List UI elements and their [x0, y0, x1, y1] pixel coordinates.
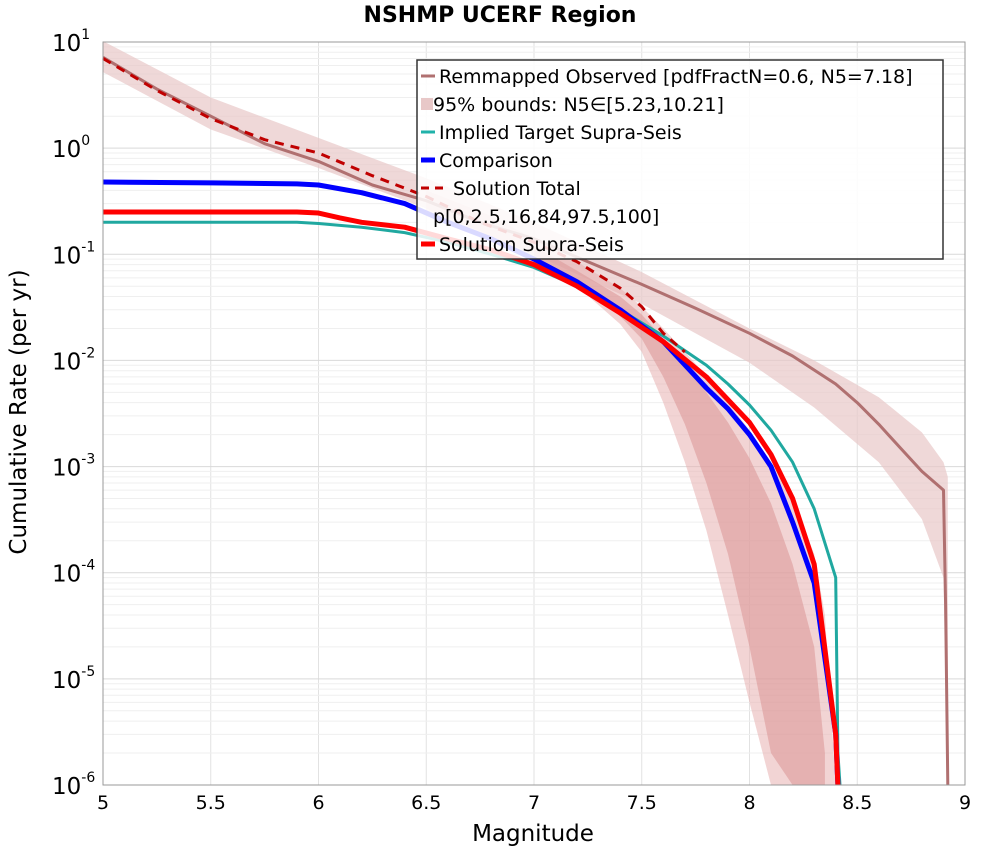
chart-title: NSHMP UCERF Region	[364, 3, 637, 28]
legend: Remmapped Observed [pdfFractN=0.6, N5=7.…	[416, 59, 944, 260]
x-tick-label: 9	[959, 792, 971, 814]
y-tick-label: 10-6	[52, 770, 95, 800]
y-tick-label: 10-3	[52, 452, 95, 482]
y-tick-label: 101	[52, 27, 90, 57]
series-line-4	[103, 209, 841, 786]
x-tick-label: 6	[312, 792, 324, 814]
band-layer	[103, 41, 948, 786]
series-layer	[102, 56, 950, 786]
legend-label: 95% bounds: N5∈[5.23,10.21]	[433, 94, 724, 116]
series-line-2	[102, 179, 841, 786]
x-tick-label: 6.5	[411, 792, 441, 814]
y-tick-label: 10-4	[52, 558, 95, 588]
band-95-bounds	[103, 41, 948, 786]
x-tick-label: 5.5	[196, 792, 226, 814]
legend-label: Solution Total	[453, 178, 581, 200]
legend-label: Comparison	[439, 150, 553, 172]
plot-frame	[102, 41, 966, 786]
y-tick-label: 10-2	[52, 345, 95, 375]
legend-label: p[0,2.5,16,84,97.5,100]	[433, 206, 659, 228]
legend-label: Remmapped Observed [pdfFractN=0.6, N5=7.…	[439, 66, 913, 88]
legend-swatch	[421, 98, 433, 110]
x-tick-label: 8	[743, 792, 755, 814]
x-tick-label: 7	[528, 792, 540, 814]
y-tick-label: 100	[52, 133, 90, 163]
legend-box	[416, 59, 944, 260]
x-tick-label: 8.5	[842, 792, 872, 814]
y-axis-title: Cumulative Rate (per yr)	[6, 269, 32, 554]
band-p0-100	[426, 190, 836, 785]
x-tick-label: 7.5	[627, 792, 657, 814]
x-tick-label: 5	[97, 792, 109, 814]
band-p16-84	[534, 245, 825, 785]
x-axis-title: Magnitude	[472, 821, 594, 847]
tick-layer: 5 5.5 6 6.5 7 7.5 8 8.5 9 10-6 10-5 10-4 10-3 10-2 10-…	[52, 27, 971, 814]
legend-label: Implied Target Supra-Seis	[439, 122, 682, 144]
y-tick-label: 10-1	[52, 239, 95, 269]
series-line-0	[102, 56, 950, 786]
series-line-3	[102, 57, 686, 354]
y-tick-label: 10-5	[52, 664, 95, 694]
legend-label: Solution Supra-Seis	[439, 234, 624, 256]
